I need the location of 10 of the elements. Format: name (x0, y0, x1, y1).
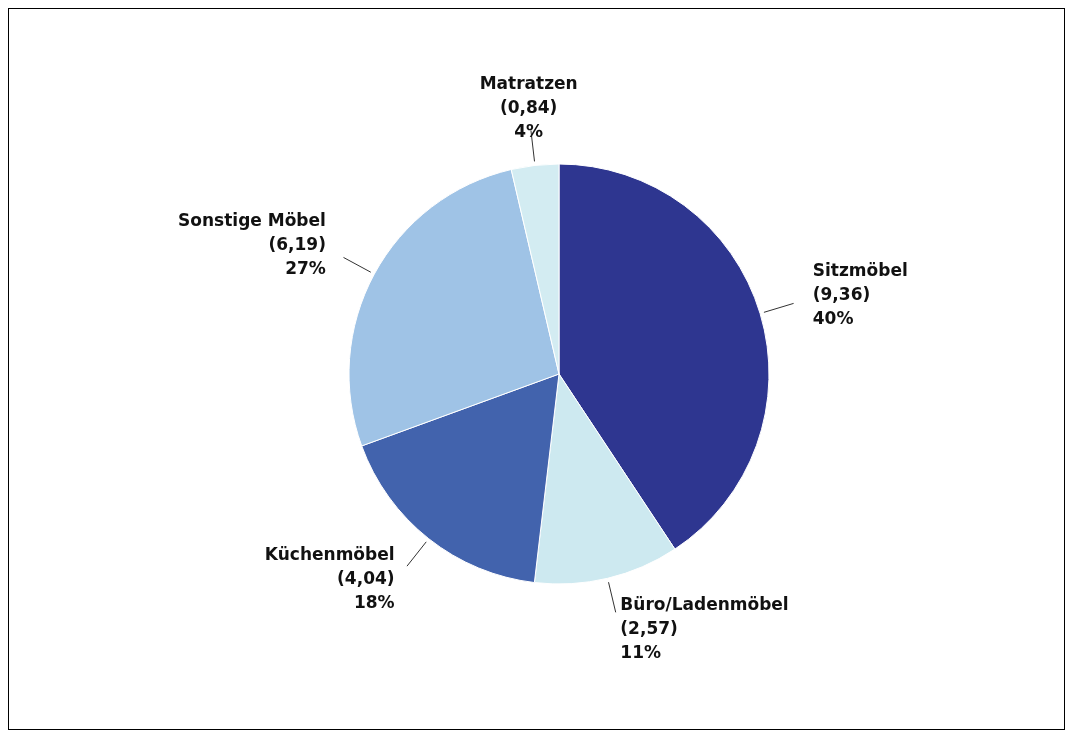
slice-label: Sitzmöbel (812, 259, 908, 280)
slice-label: Küchenmöbel (264, 543, 395, 564)
data-label: (6,19) 27% (268, 233, 326, 278)
data-label: (0,84) 4% (499, 96, 558, 141)
slice-label: Büro/Ladenmöbel (620, 593, 789, 614)
data-label: (2,57) 11% (620, 617, 678, 662)
slice-label: Sonstige Möbel (178, 209, 326, 230)
data-label: (4,04) 18% (337, 567, 395, 612)
slice-label: Matratzen (479, 72, 578, 93)
data-label: (9,36) 40% (812, 283, 871, 328)
